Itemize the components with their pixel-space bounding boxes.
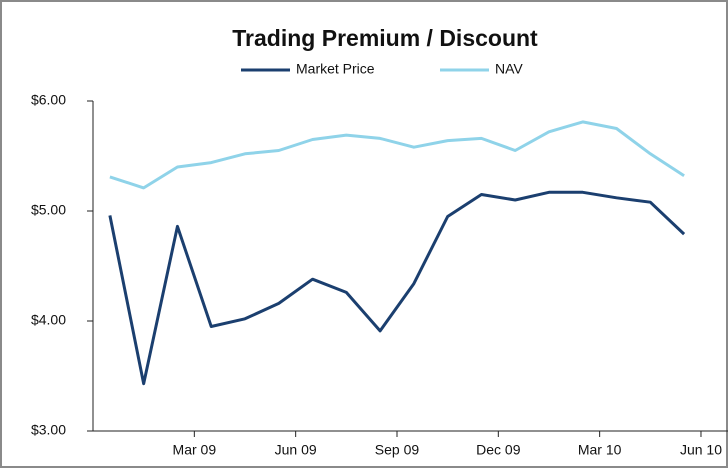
series-line <box>108 190 686 386</box>
x-tick-label: Mar 10 <box>578 442 622 458</box>
y-tick-label: $3.00 <box>31 422 66 438</box>
series-line <box>109 120 685 190</box>
x-tick-label: Mar 09 <box>173 442 217 458</box>
y-tick-label: $4.00 <box>31 312 66 328</box>
x-tick-label: Jun 09 <box>275 442 317 458</box>
y-tick-label: $5.00 <box>31 202 66 218</box>
x-tick-label: Dec 09 <box>476 442 521 458</box>
x-tick-label: Sep 09 <box>375 442 420 458</box>
legend-label: NAV <box>495 61 523 77</box>
x-tick-label: Jun 10 <box>680 442 722 458</box>
legend-label: Market Price <box>296 61 375 77</box>
chart-title: Trading Premium / Discount <box>232 25 538 51</box>
y-tick-label: $6.00 <box>31 92 66 108</box>
